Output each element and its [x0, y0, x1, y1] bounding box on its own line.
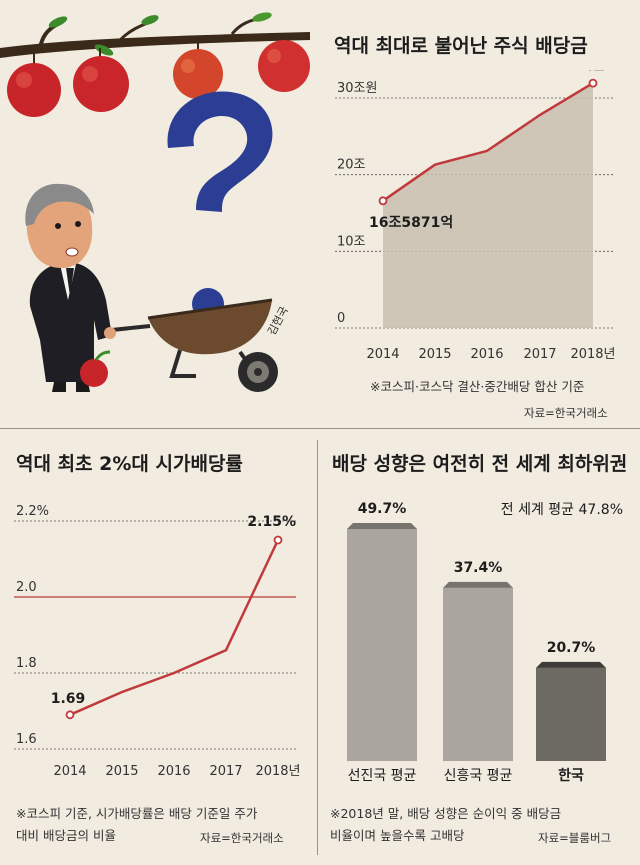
x-tick-label: 2015 [418, 347, 451, 362]
x-tick-label: 2018년 [255, 764, 300, 779]
y-tick-label: 10조 [337, 234, 366, 249]
x-tick-label: 선진국 평균 [348, 768, 417, 784]
bar [347, 529, 417, 761]
dividend-total-title: 역대 최대로 불어난 주식 배당금 [334, 35, 588, 57]
apple-icon [73, 56, 129, 112]
data-label: 16조5871억 [369, 215, 453, 231]
bar [536, 667, 606, 761]
x-tick-label: 2017 [209, 764, 242, 779]
y-tick-label: 2.0 [16, 580, 37, 595]
data-point [273, 535, 283, 545]
x-tick-label: 2017 [523, 347, 556, 362]
wheelbarrow-icon [111, 298, 278, 392]
y-tick-label: 0 [337, 311, 345, 326]
payout-ratio-note-2: 비율이며 높을수록 고배당 [330, 828, 465, 843]
x-tick-label: 2016 [157, 764, 190, 779]
bar-top [347, 523, 417, 529]
bar [443, 587, 513, 761]
payout-ratio-note-1: ※2018년 말, 배당 성향은 순이익 중 배당금 [330, 806, 562, 821]
businessman-figure [25, 183, 116, 392]
data-label: 20.7% [547, 640, 596, 656]
data-point [378, 196, 388, 206]
data-label: 31조9436억원 [508, 70, 605, 73]
reference-label: 전 세계 평균 47.8% [501, 502, 623, 518]
data-point [588, 78, 598, 88]
x-tick-label: 2015 [105, 764, 138, 779]
payout-ratio-source: 자료=블룸버그 [538, 831, 612, 845]
apple-icon [173, 49, 223, 99]
x-tick-label: 2016 [470, 347, 503, 362]
x-tick-label: 신흥국 평균 [444, 768, 513, 784]
bar-top [536, 661, 606, 668]
bar-top [443, 581, 513, 588]
data-label: 1.69 [51, 691, 86, 707]
x-tick-label: 2014 [366, 347, 399, 362]
area-fill [383, 83, 593, 329]
dividend-yield-chart: 1.6 1.8 2.0 2.2% 2014 2015 2016 2017 2018년 1.69 2.… [14, 504, 300, 779]
payout-ratio-chart: 49.7% 선진국 평균 37.4% 신흥국 평균 20.7% 한국 전 세계 평균 47.… [347, 501, 623, 784]
dividend-yield-note-2: 대비 배당금의 비율 [16, 828, 116, 843]
data-point [65, 710, 75, 720]
y-tick-label: 20조 [337, 158, 366, 173]
x-tick-label: 2014 [53, 764, 86, 779]
series-line [69, 539, 280, 716]
data-label: 37.4% [454, 560, 503, 576]
payout-ratio-title: 배당 성향은 여전히 전 세계 최하위권 [332, 453, 628, 475]
illustration: 김현국 [0, 12, 310, 392]
data-label: 49.7% [358, 501, 407, 517]
y-tick-label: 1.6 [16, 732, 37, 747]
dividend-total-chart: 0 10조 20조 30조원 2014 2015 2016 2017 2018년 16조5871억… [335, 70, 616, 362]
horizontal-divider [0, 428, 640, 429]
y-tick-label: 1.8 [16, 656, 37, 671]
dividend-yield-note-1: ※코스피 기준, 시가배당률은 배당 기준일 주가 [16, 806, 258, 821]
dividend-yield-title: 역대 최초 2%대 시가배당률 [16, 453, 243, 475]
x-tick-label: 한국 [558, 768, 584, 784]
dividend-total-note: ※코스피·코스닥 결산·중간배당 합산 기준 [370, 379, 585, 394]
x-tick-label: 2018년 [570, 347, 615, 362]
vertical-divider [317, 440, 318, 855]
apple-icon [7, 63, 61, 117]
y-tick-label: 2.2% [16, 504, 49, 519]
dividend-yield-source: 자료=한국거래소 [200, 831, 284, 845]
question-mark-icon [167, 91, 273, 320]
apple-icon [80, 350, 111, 387]
data-label: 2.15% [247, 514, 296, 530]
y-tick-label: 30조원 [337, 81, 377, 96]
dividend-total-source: 자료=한국거래소 [524, 406, 608, 420]
apple-icon [258, 40, 310, 92]
series-line [382, 82, 594, 202]
